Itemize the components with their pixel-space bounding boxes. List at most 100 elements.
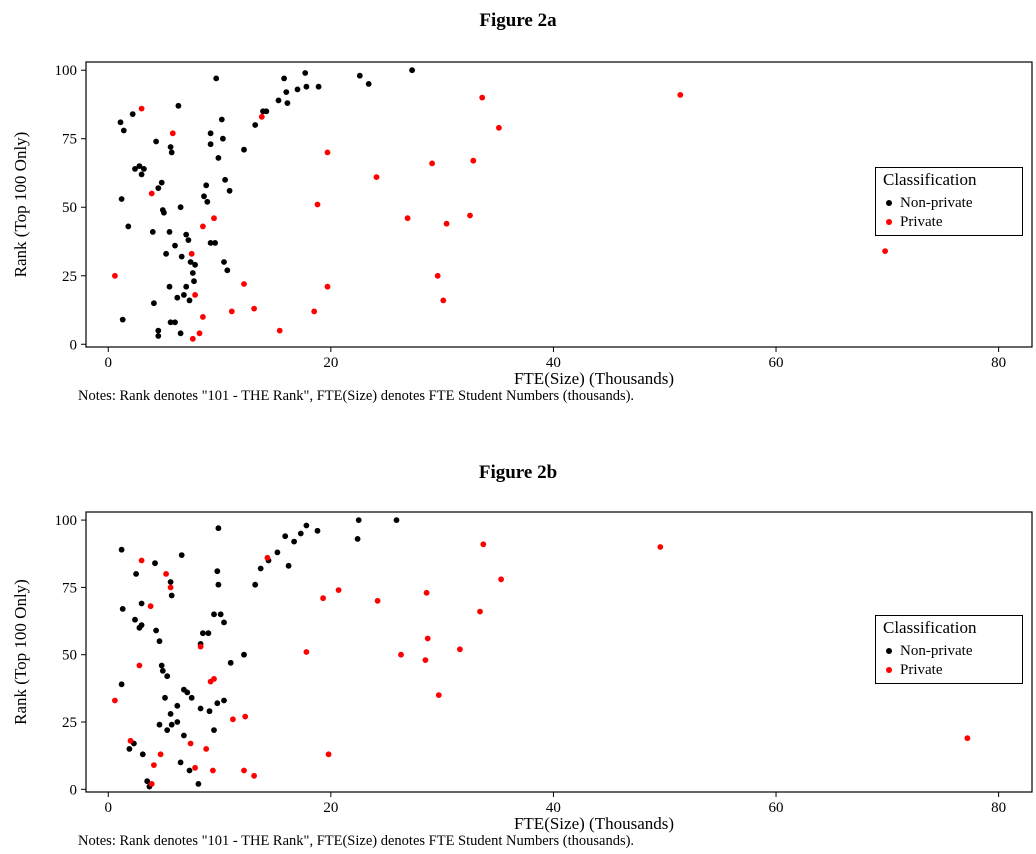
non-private-point [206,708,213,715]
figure-2b: Figure 2b 0 20 40 60 80 0 25 50 75 100 FTE(Size) (… [0,427,1036,854]
x-axis-label: FTE(Size) (Thousands) [514,814,674,833]
non-private-point [284,100,291,106]
private-point [200,314,206,320]
private-point [311,308,318,315]
non-private-point [213,75,220,82]
private-point [276,327,283,334]
non-private-point [166,283,173,290]
non-private-point [211,611,217,618]
private-point [677,92,684,98]
private-point [148,190,155,197]
non-private-point [181,292,187,298]
y-tick-label: 25 [62,715,77,731]
non-private-point [197,705,204,712]
non-private-point [282,533,289,540]
private-point [480,541,487,548]
private-point [230,716,236,723]
private-point [167,584,174,591]
non-private-point [224,267,231,274]
non-private-point [139,751,146,758]
y-axis-label: Rank (Top 100 Only) [11,132,30,278]
y-tick-label: 25 [62,269,77,285]
private-point [151,762,157,768]
non-private-point [138,600,145,607]
y-tick-label: 75 [62,580,77,596]
x-tick-label: 0 [105,355,113,371]
chart-notes: Notes: Rank denotes "101 - THE Rank", FT… [78,388,635,404]
scatter-plot-2b: 0 20 40 60 80 0 25 50 75 100 FTE(Size) (Thousands)… [11,511,1033,833]
private-point [187,740,194,747]
non-private-point [118,681,125,688]
non-private-point [314,527,321,534]
private-point [147,603,154,610]
non-private-point [155,185,162,192]
x-tick-label: 40 [546,355,561,371]
non-private-point [177,330,184,337]
private-point [148,781,155,787]
private-point [251,305,257,312]
private-point [241,281,247,287]
non-private-point [274,549,281,556]
private-point [467,212,473,219]
private-point [470,157,477,164]
non-private-point [303,83,310,90]
non-private-point [214,568,221,575]
private-point [435,692,442,698]
y-tick-label: 50 [62,200,77,216]
private-point [424,635,431,642]
private-point [211,215,217,222]
x-axis-label: FTE(Size) (Thousands) [514,369,674,388]
private-point [192,764,199,771]
non-private-point [185,237,192,244]
non-private-point [214,700,221,707]
private-point [303,649,310,655]
private-point [324,149,331,156]
non-private-point [126,746,133,752]
non-private-point [167,579,174,585]
non-private-point [192,261,199,268]
non-private-point [117,119,124,126]
private-point [188,250,195,257]
y-tick-label: 75 [62,132,77,148]
non-private-point [118,546,125,553]
non-private-point [283,89,290,95]
y-tick-label: 0 [70,337,78,353]
private-point [964,735,971,742]
private-point [404,215,411,222]
private-point [443,220,450,227]
non-private-point [186,767,193,774]
private-point [258,113,265,120]
non-private-point [151,300,157,307]
non-private-point [175,102,182,109]
private-point [138,105,145,112]
non-private-point [183,231,190,238]
non-private-point [184,689,191,696]
non-private-point [294,86,301,93]
private-point [138,557,145,564]
chart-title: Figure 2b [478,462,558,483]
legend-marker-black [886,199,892,206]
private-point [197,643,204,650]
private-point [264,554,271,561]
non-private-point [303,522,310,529]
chart-title: Figure 2a [479,10,557,31]
legend-label: Non-private [900,195,973,211]
private-point [192,292,199,298]
non-private-point [158,179,165,186]
non-private-point [133,571,140,577]
legend: Classification Non-private Private [875,167,1023,236]
non-private-point [393,517,400,523]
non-private-point [355,517,362,523]
private-point [422,657,429,663]
non-private-point [207,240,214,246]
non-private-point [215,155,222,161]
x-tick-label: 80 [991,800,1006,816]
non-private-point [189,270,196,276]
non-private-point [172,319,178,326]
non-private-point [168,149,175,156]
private-point [211,676,217,682]
private-point [241,767,247,774]
private-point [320,595,326,602]
non-private-point [153,627,160,634]
private-point [324,283,331,290]
